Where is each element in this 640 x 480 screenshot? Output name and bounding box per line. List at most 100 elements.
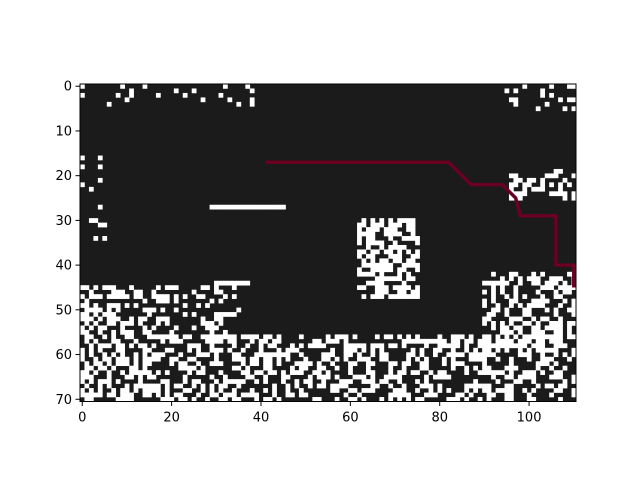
heatmap-cell	[571, 195, 577, 201]
heatmap-cell	[495, 356, 501, 362]
heatmap-cell	[383, 285, 389, 290]
heatmap-cell	[450, 338, 456, 344]
heatmap-cell	[142, 388, 148, 393]
heatmap-cell	[231, 285, 237, 290]
heatmap-cell	[276, 361, 282, 367]
heatmap-cell	[357, 285, 362, 290]
heatmap-cell	[383, 267, 389, 273]
plot-frame	[79, 83, 577, 402]
heatmap-cell	[133, 361, 139, 367]
heatmap-cell	[294, 361, 300, 367]
heatmap-cell	[558, 397, 563, 402]
heatmap-cell	[142, 370, 148, 375]
heatmap-cell	[106, 101, 112, 107]
heatmap-cell	[558, 191, 563, 197]
heatmap-cell	[540, 356, 546, 362]
heatmap-cell	[406, 392, 411, 398]
heatmap-cell	[482, 321, 487, 326]
heatmap-cell	[500, 370, 505, 375]
heatmap-cell	[218, 316, 224, 322]
heatmap-cell	[222, 84, 228, 89]
heatmap-cell	[93, 370, 99, 375]
heatmap-cell	[124, 361, 130, 367]
heatmap-cell	[500, 285, 505, 290]
heatmap-cell	[500, 276, 505, 282]
heatmap-cell	[531, 276, 537, 282]
heatmap-cell	[508, 186, 514, 192]
heatmap-cell	[562, 343, 568, 349]
heatmap-cell	[218, 397, 224, 402]
heatmap-cell	[365, 370, 371, 375]
heatmap-cell	[508, 316, 514, 322]
heatmap-cell	[410, 294, 416, 299]
heatmap-cell	[129, 334, 134, 340]
heatmap-cell	[549, 321, 554, 326]
heatmap-cell	[236, 379, 242, 384]
heatmap-cell	[383, 231, 389, 237]
heatmap-cell	[120, 289, 125, 295]
heatmap-cell	[517, 191, 523, 197]
heatmap-cell	[316, 361, 322, 367]
heatmap-cell	[93, 356, 99, 362]
heatmap-cell	[334, 383, 340, 389]
heatmap-cell	[84, 365, 90, 371]
heatmap-cell	[558, 276, 563, 282]
heatmap-cell	[303, 365, 309, 371]
heatmap-cell	[486, 388, 492, 393]
heatmap-cell	[558, 316, 563, 322]
heatmap-cell	[97, 325, 103, 331]
heatmap-cell	[147, 392, 152, 398]
heatmap-cell	[562, 285, 568, 290]
heatmap-cell	[106, 361, 112, 367]
heatmap-cell	[196, 303, 201, 308]
heatmap-cell	[553, 334, 559, 340]
heatmap-cell	[263, 379, 268, 384]
heatmap-cell	[120, 392, 125, 398]
heatmap-cell	[531, 298, 537, 304]
heatmap-cell	[544, 316, 550, 322]
y-tick-label: 70	[55, 393, 72, 408]
heatmap-cell	[357, 343, 362, 349]
heatmap-cell	[567, 321, 572, 326]
heatmap-cell	[392, 388, 398, 393]
heatmap-cell	[178, 397, 184, 402]
heatmap-cell	[504, 294, 510, 299]
heatmap-cell	[495, 307, 501, 313]
heatmap-cell	[133, 383, 139, 389]
heatmap-cell	[482, 316, 487, 322]
heatmap-cell	[424, 379, 429, 384]
heatmap-cell	[522, 191, 528, 197]
heatmap-cell	[571, 84, 577, 89]
heatmap-cell	[464, 343, 470, 349]
heatmap-cell	[111, 388, 117, 393]
heatmap-cell	[106, 383, 112, 389]
heatmap-cell	[155, 298, 161, 304]
heatmap-cell	[446, 374, 452, 380]
heatmap-cell	[214, 312, 219, 317]
heatmap-cell	[406, 227, 411, 232]
heatmap-cell	[508, 374, 514, 380]
heatmap-cell	[392, 258, 398, 264]
heatmap-cell	[196, 379, 201, 384]
heatmap-cell	[231, 397, 237, 402]
heatmap-cell	[365, 280, 371, 286]
heatmap-cell	[129, 374, 134, 380]
heatmap-cell	[388, 397, 394, 402]
heatmap-cell	[245, 392, 251, 398]
heatmap-cell	[187, 334, 193, 340]
heatmap-cell	[254, 356, 260, 362]
heatmap-cell	[482, 298, 487, 304]
heatmap-cell	[80, 325, 85, 331]
heatmap-cell	[450, 356, 456, 362]
heatmap-cell	[370, 271, 376, 277]
heatmap-cell	[562, 280, 568, 286]
heatmap-cell	[142, 352, 148, 358]
heatmap-cell	[500, 329, 505, 335]
heatmap-cell	[357, 240, 362, 246]
heatmap-cell	[129, 397, 134, 402]
heatmap-cell	[120, 321, 125, 326]
heatmap-cell	[209, 298, 215, 304]
heatmap-cell	[406, 276, 411, 282]
heatmap-cell	[567, 356, 572, 362]
heatmap-cell	[102, 365, 108, 371]
